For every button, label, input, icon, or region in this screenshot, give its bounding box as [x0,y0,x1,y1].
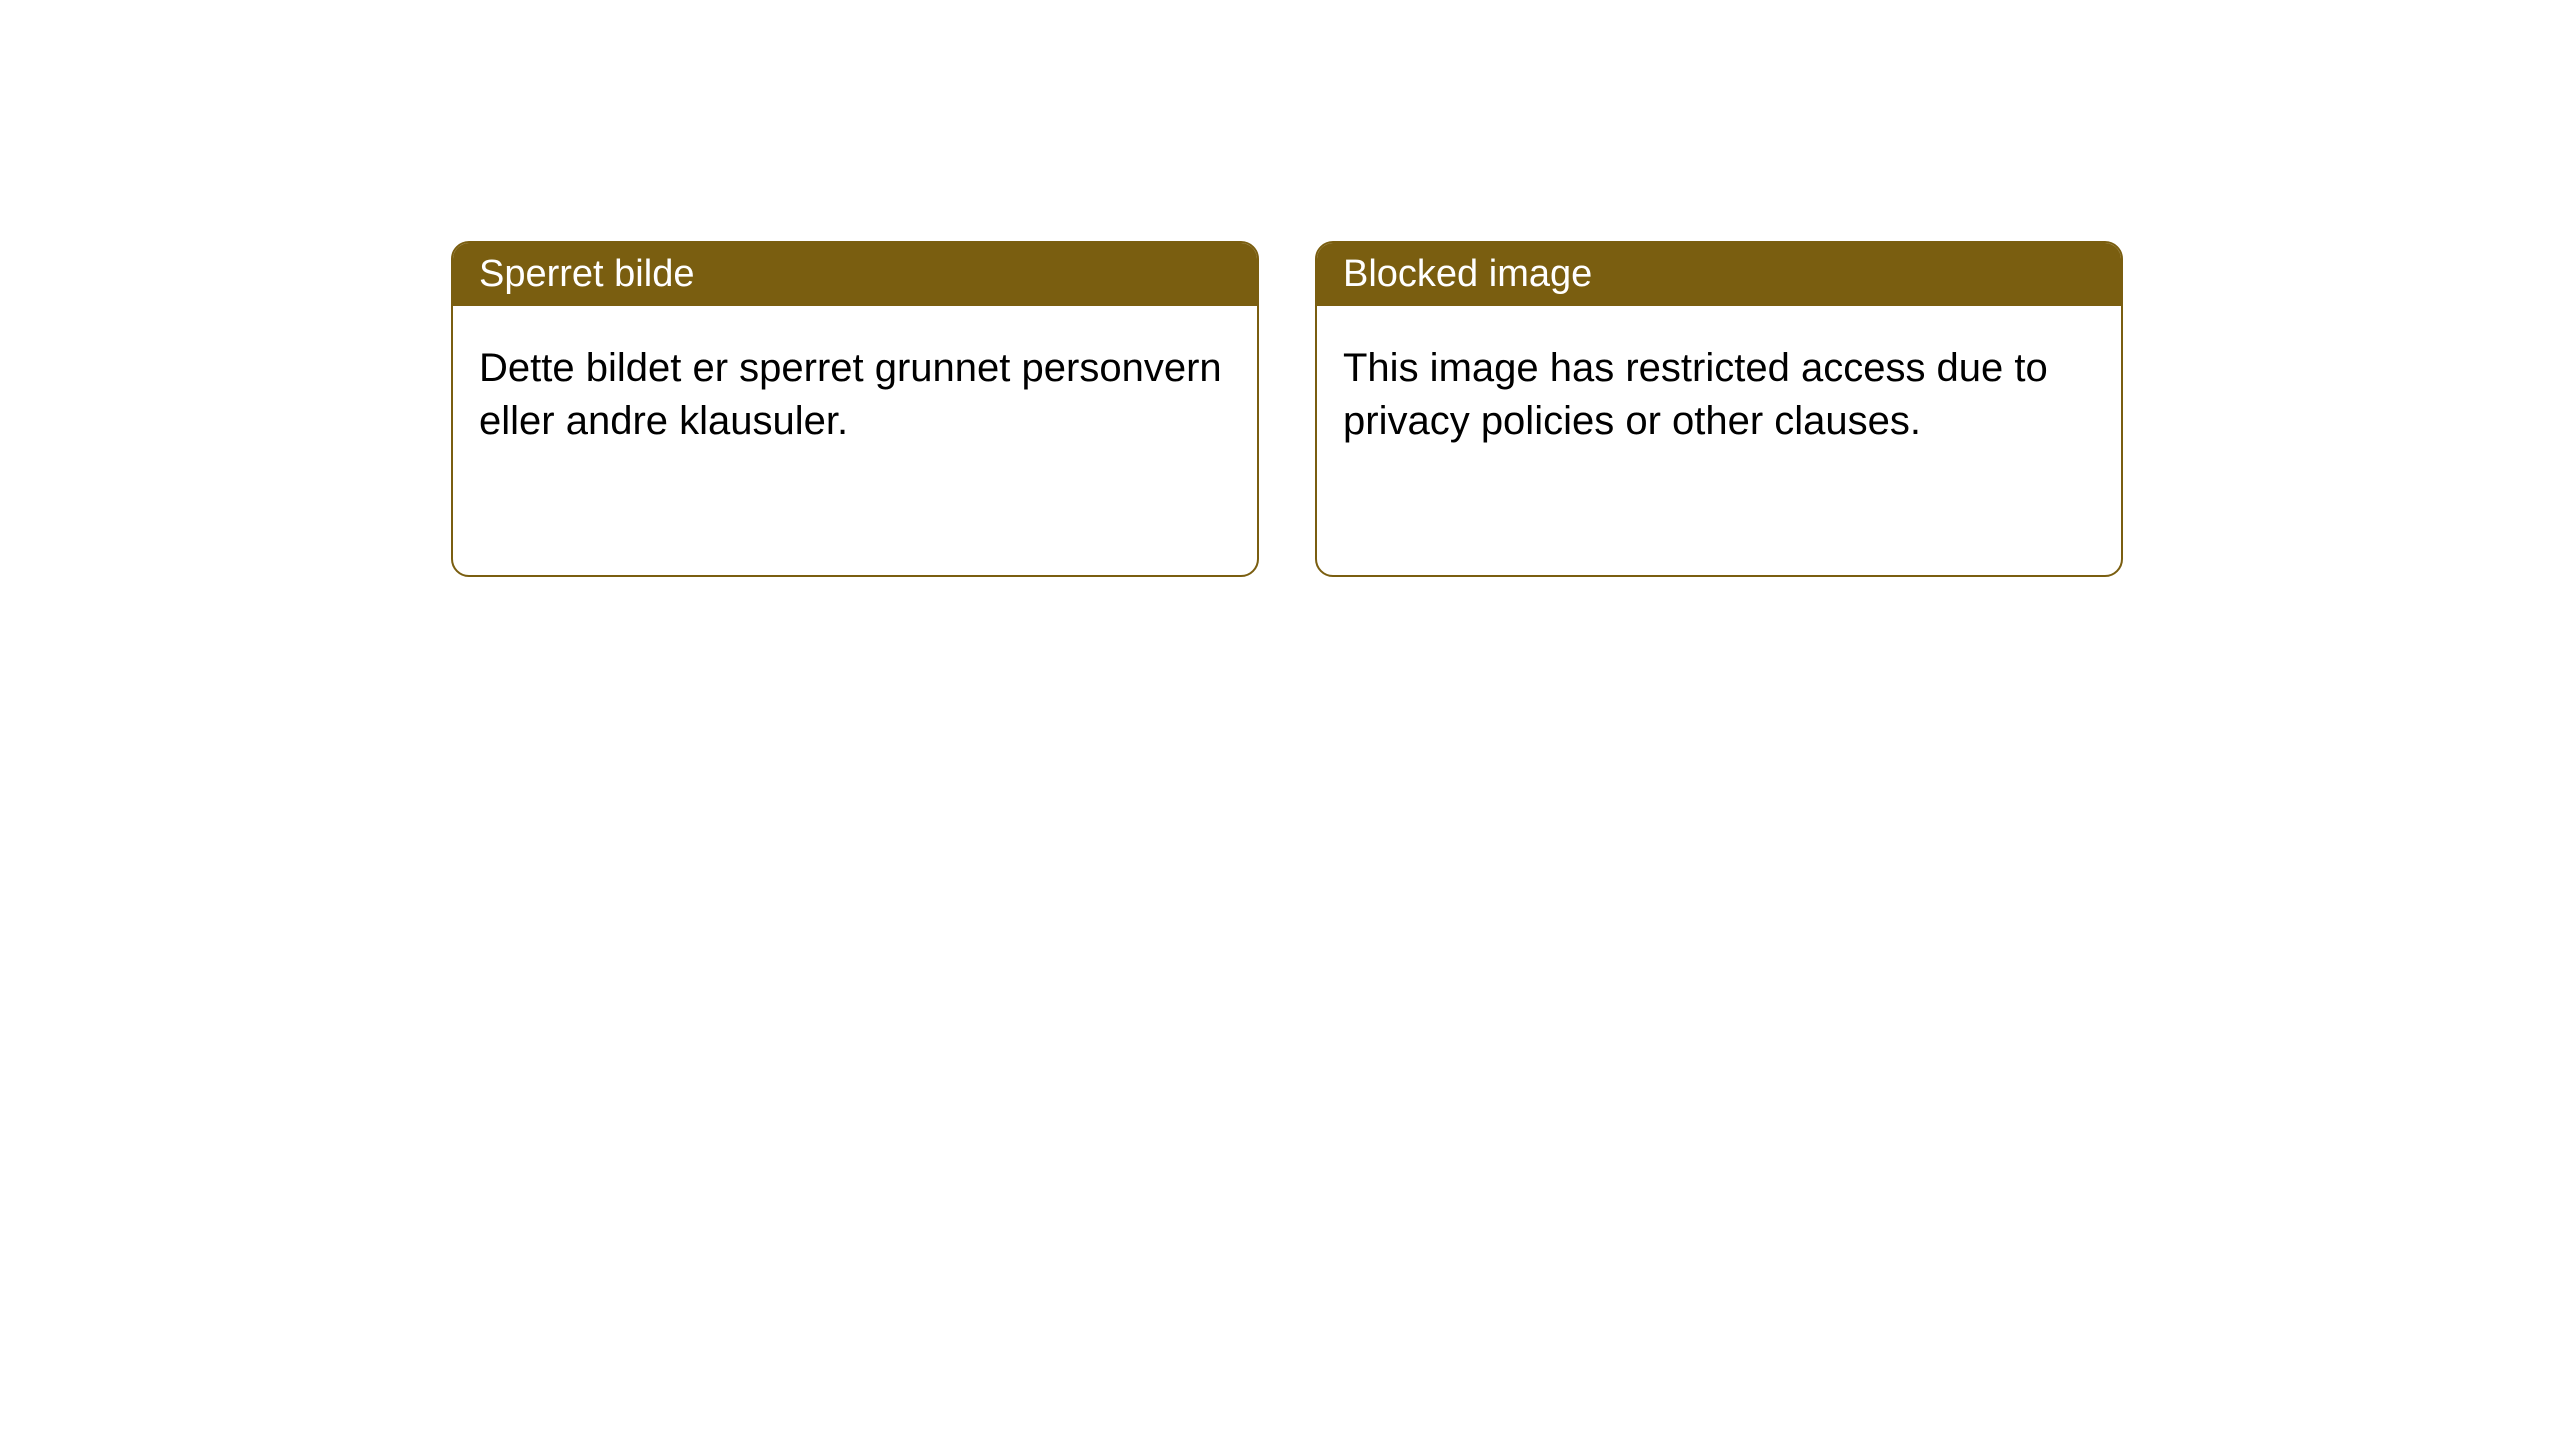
card-header-text: Blocked image [1343,253,1592,295]
card-header-text: Sperret bilde [479,253,694,295]
card-header: Sperret bilde [453,243,1257,306]
blocked-image-card-no: Sperret bilde Dette bildet er sperret gr… [451,241,1259,577]
card-body: Dette bildet er sperret grunnet personve… [453,306,1257,484]
card-body-text: This image has restricted access due to … [1343,346,2048,443]
notice-container: Sperret bilde Dette bildet er sperret gr… [0,0,2560,577]
card-header: Blocked image [1317,243,2121,306]
card-body-text: Dette bildet er sperret grunnet personve… [479,346,1222,443]
card-body: This image has restricted access due to … [1317,306,2121,484]
blocked-image-card-en: Blocked image This image has restricted … [1315,241,2123,577]
